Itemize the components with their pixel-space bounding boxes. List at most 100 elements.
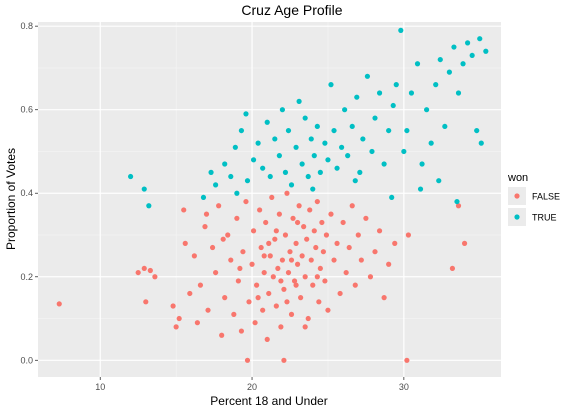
data-point-false	[228, 257, 234, 263]
data-point-false	[219, 332, 225, 338]
legend-label-false: FALSE	[532, 192, 560, 202]
data-point-false	[317, 265, 323, 272]
data-point-false	[461, 240, 468, 246]
data-point-true	[372, 115, 378, 121]
data-point-true	[417, 186, 424, 192]
data-point-true	[376, 90, 383, 96]
data-point-false	[240, 249, 246, 255]
data-point-true	[314, 123, 320, 130]
data-point-true	[288, 182, 295, 188]
data-point-false	[266, 240, 272, 246]
data-point-true	[357, 169, 363, 175]
data-point-true	[364, 73, 371, 79]
data-point-false	[267, 253, 273, 259]
data-point-false	[141, 265, 147, 272]
data-point-true	[200, 194, 207, 201]
data-point-true	[141, 186, 147, 192]
data-point-false	[216, 203, 222, 209]
data-point-false	[296, 203, 302, 209]
data-point-true	[436, 178, 442, 184]
data-point-true	[310, 186, 316, 192]
data-point-false	[284, 190, 290, 196]
data-point-true	[477, 36, 483, 42]
data-point-false	[276, 211, 282, 217]
data-point-false	[349, 203, 355, 209]
data-point-false	[273, 228, 279, 234]
data-point-true	[408, 90, 415, 96]
data-point-false	[294, 261, 301, 267]
data-point-true	[419, 161, 425, 167]
data-point-false	[255, 295, 261, 301]
data-point-false	[278, 324, 284, 330]
data-point-false	[294, 219, 301, 226]
data-point-true	[460, 61, 466, 67]
x-tick-label: 20	[247, 382, 257, 392]
data-point-false	[272, 236, 278, 242]
data-point-true	[272, 136, 278, 142]
data-point-true	[334, 165, 340, 171]
data-points	[56, 27, 489, 363]
data-point-false	[143, 299, 149, 305]
data-point-true	[328, 82, 334, 88]
data-point-false	[302, 324, 308, 330]
data-point-false	[182, 240, 188, 246]
data-point-true	[483, 48, 489, 54]
data-point-false	[334, 240, 340, 246]
data-point-false	[252, 320, 258, 326]
data-point-true	[260, 165, 266, 171]
data-point-false	[270, 274, 276, 280]
data-point-false	[322, 278, 328, 284]
data-point-true	[232, 144, 238, 150]
y-tick-label: 0.6	[20, 105, 33, 115]
data-point-false	[293, 282, 299, 288]
data-point-false	[254, 282, 260, 288]
data-point-false	[313, 244, 319, 251]
data-point-true	[345, 153, 351, 159]
x-tick-label: 30	[399, 382, 409, 392]
data-point-false	[261, 269, 267, 276]
data-point-false	[337, 290, 343, 297]
data-point-false	[231, 311, 237, 317]
data-point-false	[243, 198, 249, 205]
data-point-true	[349, 123, 355, 130]
data-point-true	[293, 144, 299, 150]
data-point-false	[288, 257, 295, 263]
data-point-false	[278, 278, 284, 284]
data-point-false	[316, 299, 322, 305]
data-point-true	[322, 140, 328, 146]
data-point-false	[279, 257, 285, 263]
data-point-false	[266, 290, 272, 297]
data-point-false	[308, 257, 314, 263]
data-point-true	[146, 203, 152, 209]
data-point-false	[275, 265, 281, 272]
data-point-true	[299, 161, 305, 167]
data-point-false	[263, 219, 269, 226]
data-point-false	[203, 211, 210, 217]
data-point-true	[208, 169, 214, 175]
data-point-false	[386, 261, 392, 267]
data-point-false	[170, 303, 176, 309]
data-point-false	[269, 194, 275, 201]
data-point-false	[293, 240, 299, 246]
chart-title: Cruz Age Profile	[241, 2, 342, 18]
data-point-true	[267, 173, 273, 180]
data-point-false	[173, 324, 179, 330]
y-tick-label: 0.2	[20, 272, 33, 282]
data-point-true	[250, 157, 257, 163]
data-point-false	[181, 207, 187, 213]
data-point-true	[255, 140, 261, 146]
data-point-false	[282, 232, 289, 238]
data-point-false	[222, 295, 228, 301]
data-point-false	[291, 278, 298, 284]
data-point-false	[340, 219, 346, 226]
data-point-true	[386, 127, 392, 134]
y-tick-label: 0.8	[20, 21, 33, 31]
data-point-true	[276, 153, 282, 159]
data-point-false	[372, 249, 378, 255]
data-point-true	[308, 136, 314, 142]
data-point-true	[128, 173, 134, 180]
data-point-false	[152, 274, 158, 280]
data-point-false	[298, 295, 304, 301]
grid-lines	[38, 22, 501, 377]
